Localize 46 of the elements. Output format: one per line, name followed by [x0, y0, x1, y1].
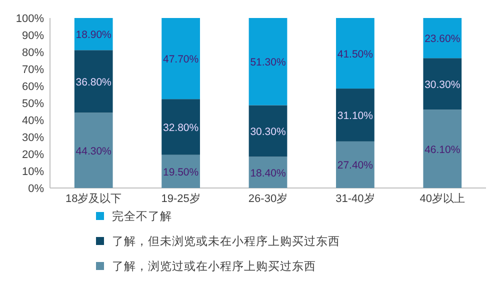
bar: [336, 88, 374, 142]
y-tick-label: 10%: [22, 166, 44, 178]
data-label: 30.30%: [250, 126, 286, 138]
bar: [248, 18, 288, 106]
data-label: 18.40%: [250, 167, 286, 180]
bar: [423, 110, 462, 188]
bar: [74, 50, 113, 113]
y-tick-label: 0%: [28, 183, 44, 195]
data-label: 27.40%: [337, 160, 374, 172]
x-tick-label: 19-25岁: [161, 193, 200, 205]
data-label: 51.30%: [250, 56, 286, 69]
bar: [336, 141, 374, 188]
y-tick-label: 80%: [22, 47, 44, 59]
y-tick-label: 30%: [22, 132, 44, 144]
y-tick-label: 100%: [16, 13, 44, 25]
legend-label: 完全不了解: [112, 209, 172, 223]
y-tick-label: 70%: [22, 64, 44, 76]
y-tick-label: 50%: [22, 98, 44, 110]
data-label: 18.90%: [76, 29, 112, 42]
x-tick-label: 26-30岁: [248, 193, 288, 205]
bar: [336, 18, 374, 89]
y-tick-label: 20%: [22, 149, 44, 161]
bar: [423, 58, 462, 110]
x-tick-label: 31-40岁: [336, 193, 375, 205]
data-label: 30.30%: [424, 78, 460, 91]
y-tick-label: 40%: [22, 115, 44, 127]
data-label: 36.80%: [76, 76, 112, 88]
data-label: 44.30%: [76, 145, 112, 158]
data-label: 23.60%: [424, 33, 460, 46]
data-label: 32.80%: [162, 122, 199, 134]
data-label: 31.10%: [337, 110, 374, 122]
bar: [423, 18, 462, 58]
bar: [248, 105, 288, 157]
bar: [162, 99, 200, 155]
legend-label: 了解，浏览过或在小程序上购买过东西: [112, 259, 316, 273]
legend-label: 了解，但未浏览或未在小程序上购买过东西: [112, 234, 340, 248]
data-label: 41.50%: [337, 48, 374, 60]
data-label: 46.10%: [424, 144, 460, 156]
data-label: 19.50%: [162, 166, 199, 178]
x-tick-label: 40岁以上: [420, 192, 466, 205]
data-label: 47.70%: [162, 54, 199, 66]
bar: [162, 18, 200, 100]
y-tick-label: 60%: [22, 81, 44, 93]
x-tick-label: 18岁及以下: [65, 192, 122, 205]
bar: [74, 112, 113, 188]
y-tick-label: 90%: [22, 30, 44, 42]
